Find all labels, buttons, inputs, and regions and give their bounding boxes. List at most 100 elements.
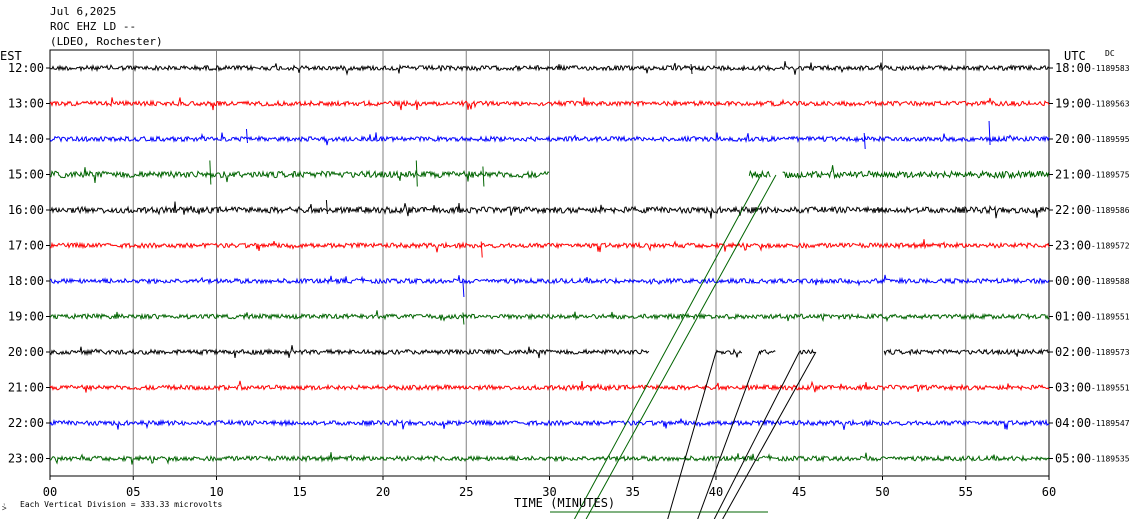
dc-label: DC	[1105, 49, 1115, 58]
station-label: ROC EHZ LD --	[50, 20, 137, 33]
utc-axis-title: UTC	[1064, 49, 1086, 63]
offscale-trace	[667, 351, 717, 519]
dc-offset-label: -1189563	[1091, 100, 1130, 109]
est-hour-label: 21:00	[8, 381, 44, 395]
utc-hour-label: 00:00	[1055, 274, 1091, 288]
est-axis-title: EST	[0, 49, 22, 63]
utc-hour-label: 19:00	[1055, 97, 1091, 111]
utc-hour-label: 22:00	[1055, 203, 1091, 217]
est-hour-label: 22:00	[8, 416, 44, 430]
dc-offset-label: -1189535	[1091, 455, 1130, 464]
x-tick-label: 30	[542, 485, 556, 499]
network-label: (LDEO, Rochester)	[50, 35, 163, 48]
est-hour-label: 19:00	[8, 310, 44, 324]
dc-offset-label: -1189572	[1091, 242, 1130, 251]
x-tick-label: 25	[459, 485, 473, 499]
offscale-trace	[722, 351, 817, 519]
x-tick-label: 20	[376, 485, 390, 499]
dc-offset-label: -1189588	[1091, 277, 1130, 286]
trace-segment	[798, 348, 816, 355]
dc-offset-label: -1189547	[1091, 419, 1130, 428]
offscale-trace	[713, 351, 800, 519]
date-label: Jul 6,2025	[50, 5, 117, 18]
trace-segment	[49, 274, 1050, 287]
trace-spike	[462, 280, 465, 298]
x-tick-label: 60	[1042, 485, 1056, 499]
trace-spike	[480, 241, 483, 258]
offscale-trace	[585, 174, 777, 519]
dc-offset-label: -1189573	[1091, 348, 1130, 357]
trace-spike	[482, 166, 485, 187]
trace-spike	[209, 160, 212, 185]
trace-segment	[883, 348, 1049, 357]
x-tick-label: 50	[875, 485, 889, 499]
x-tick-label: 10	[209, 485, 223, 499]
est-hour-label: 20:00	[8, 345, 44, 359]
est-hour-label: 13:00	[8, 97, 44, 111]
dc-offset-label: -1189595	[1091, 135, 1130, 144]
offscale-trace	[697, 351, 760, 519]
offscale-spikes	[209, 63, 991, 519]
x-tick-label: 05	[126, 485, 140, 499]
x-tick-label: 55	[959, 485, 973, 499]
trace-spike	[462, 312, 465, 325]
utc-hour-label: 04:00	[1055, 416, 1091, 430]
trace-segment	[49, 345, 650, 359]
x-tick-label: 40	[709, 485, 723, 499]
trace-segment	[49, 418, 1050, 430]
dc-offset-label: -1189551	[1091, 384, 1130, 393]
trace-segment	[715, 348, 743, 358]
trace-segment	[748, 169, 771, 179]
dc-offset-label: -1189586	[1091, 206, 1130, 215]
est-hour-label: 15:00	[8, 168, 44, 182]
trace-segment	[782, 165, 1050, 180]
trace-segment	[49, 167, 550, 183]
utc-hour-label: 23:00	[1055, 239, 1091, 253]
dc-offset-label: -1189575	[1091, 171, 1130, 180]
est-hour-label: 16:00	[8, 203, 44, 217]
est-hour-label: 14:00	[8, 132, 44, 146]
utc-hour-labels: 18:00 -1189583 19:00 -1189563 20:00 -1189595 2…	[1049, 61, 1130, 466]
x-tick-label: 35	[626, 485, 640, 499]
est-hour-label: 12:00	[8, 61, 44, 75]
trace-spike	[690, 63, 693, 75]
x-tick-label: 15	[293, 485, 307, 499]
x-tick-label: 00	[43, 485, 57, 499]
trace-segment	[49, 239, 1050, 253]
trace-spike	[245, 128, 248, 144]
trace-segment	[758, 349, 776, 356]
est-hour-labels: 12:00 13:00 14:00 15:00 16:00 17:00 18:00 19:00…	[8, 61, 50, 466]
trace-segment	[49, 380, 1050, 393]
est-hour-label: 17:00	[8, 239, 44, 253]
utc-hour-label: 18:00	[1055, 61, 1091, 75]
scale-note: Each Vertical Division = 333.33 microvol…	[20, 500, 222, 509]
trace-segment	[49, 310, 1050, 323]
x-axis-label: TIME (MINUTES)	[514, 496, 615, 510]
utc-hour-label: 05:00	[1055, 452, 1091, 466]
x-axis-ticks: 00 05 10 15 20 25 30 35 40 45 50 55 60	[43, 476, 1056, 499]
est-hour-label: 18:00	[8, 274, 44, 288]
trace-segment	[49, 97, 1050, 111]
seismic-traces	[49, 61, 1050, 465]
header: Jul 6,2025 ROC EHZ LD -- (LDEO, Rocheste…	[50, 4, 163, 49]
trace-spike	[863, 132, 866, 150]
trace-segment	[49, 61, 1050, 76]
scale-glyph: ⩼	[2, 503, 7, 512]
dc-offset-label: -1189583	[1091, 64, 1130, 73]
trace-segment	[49, 201, 1050, 219]
x-tick-label: 45	[792, 485, 806, 499]
vertical-gridlines	[132, 50, 967, 476]
trace-spike	[415, 160, 418, 187]
est-hour-label: 23:00	[8, 452, 44, 466]
offscale-trace	[574, 174, 762, 519]
dc-offset-label: -1189551	[1091, 313, 1130, 322]
utc-hour-label: 20:00	[1055, 132, 1091, 146]
trace-spike	[988, 120, 991, 146]
utc-hour-label: 21:00	[1055, 168, 1091, 182]
utc-hour-label: 03:00	[1055, 381, 1091, 395]
trace-segment	[49, 452, 1050, 465]
trace-segment	[49, 132, 1050, 146]
trace-spike	[325, 199, 328, 215]
utc-hour-label: 02:00	[1055, 345, 1091, 359]
